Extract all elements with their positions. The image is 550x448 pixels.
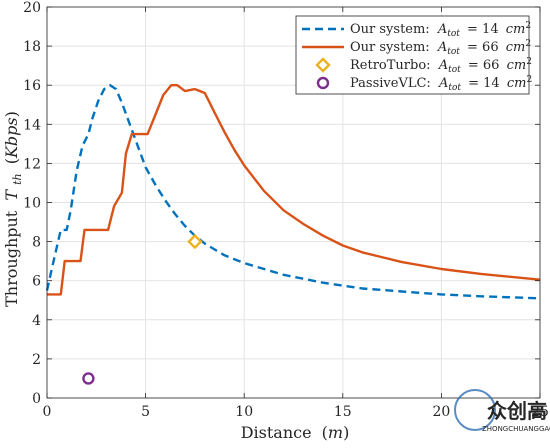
legend-series-1-math: A — [437, 40, 447, 55]
legend-label-series-1: Our system: Atot = 66 cm2 — [350, 39, 531, 58]
marker-point-1 — [82, 372, 95, 385]
marker-point-0 — [187, 233, 203, 250]
y-tick-label-0: 0 — [32, 391, 41, 407]
x-tick-label-2: 10 — [235, 404, 253, 420]
legend-series-1-eq: = 66 — [467, 40, 499, 55]
legend-marker-0-name: RetroTurbo: — [350, 58, 431, 73]
legend-marker-0-unit: cm — [507, 58, 527, 73]
legend-marker-1-name: PassiveVLC: — [350, 76, 431, 91]
y-axis-symbol: T — [2, 189, 21, 201]
y-axis-unit: Kbps — [2, 117, 21, 159]
y-tick-label-7: 14 — [23, 117, 41, 133]
legend-marker-1-math: A — [438, 76, 448, 91]
y-tick-label-6: 12 — [23, 156, 41, 172]
y-axis-paren-close: ) — [2, 111, 21, 117]
x-axis-unit: m — [328, 423, 343, 442]
y-tick-label-9: 18 — [23, 39, 41, 55]
legend-entry-marker-0: RetroTurbo: Atot = 66 cm2 — [315, 57, 532, 76]
legend-series-0-sub: tot — [447, 29, 460, 39]
legend-series-0-name: Our system: — [350, 22, 430, 37]
y-axis-symbol-sub: th — [11, 173, 24, 185]
legend-series-0-sup: 2 — [525, 21, 531, 31]
legend-label-marker-1: PassiveVLC: Atot = 14 cm2 — [350, 75, 532, 94]
marker-layer — [82, 233, 203, 385]
legend-series-1-name: Our system: — [350, 40, 430, 55]
y-tick-label-5: 10 — [23, 196, 41, 212]
watermark-subtext: ZHONGCHUANGGAO — [482, 425, 550, 433]
series-line-0 — [45, 84, 541, 300]
legend: Our system: Atot = 14 cm2 Our system: At… — [295, 15, 532, 95]
legend-series-0-math: A — [437, 22, 447, 37]
y-axis-label: Throughput T th (Kbps) — [2, 111, 25, 307]
y-tick-label-2: 4 — [32, 313, 41, 329]
legend-marker-1-unit: cm — [507, 76, 527, 91]
watermark-ring-icon — [454, 389, 496, 431]
legend-marker-0-eq: = 66 — [468, 58, 500, 73]
y-tick-label-3: 6 — [32, 274, 41, 290]
x-axis-paren-close: ) — [343, 423, 349, 442]
legend-series-1-unit: cm — [506, 40, 526, 55]
y-tick-label-8: 16 — [23, 78, 41, 94]
legend-entry-series-0: Our system: Atot = 14 cm2 — [302, 21, 531, 40]
watermark-text: 众创高 — [487, 399, 547, 423]
legend-marker-1-eq: = 14 — [468, 76, 500, 91]
legend-marker-0-math: A — [438, 58, 448, 73]
series-line-1 — [47, 84, 541, 296]
legend-marker-0-sub: tot — [448, 65, 461, 75]
x-axis-label: Distance (m) — [241, 423, 350, 442]
y-tick-label-4: 8 — [32, 235, 41, 251]
legend-marker-1-sup: 2 — [526, 75, 532, 85]
x-axis-paren-open: ( — [322, 423, 328, 442]
y-axis-label-text: Throughput — [2, 210, 21, 307]
watermark-logo: 众创高 ZHONGCHUANGGAO — [454, 389, 550, 433]
legend-series-1-sub: tot — [447, 47, 460, 57]
y-axis-paren-open: ( — [2, 158, 21, 164]
legend-series-0-eq: = 14 — [467, 22, 499, 37]
axes: 0 5 10 15 20 25 0 2 4 6 8 10 12 14 16 18 20 — [23, 0, 549, 420]
x-tick-label-5: 25 — [531, 404, 549, 420]
legend-entry-series-1: Our system: Atot = 66 cm2 — [302, 39, 531, 58]
legend-series-1-sup: 2 — [525, 39, 531, 49]
legend-swatch-diamond-icon — [315, 57, 331, 73]
legend-marker-1-sub: tot — [448, 83, 461, 93]
legend-entry-marker-1: PassiveVLC: Atot = 14 cm2 — [316, 75, 532, 94]
legend-series-0-unit: cm — [506, 22, 526, 37]
x-tick-label-4: 20 — [432, 404, 450, 420]
legend-label-marker-0: RetroTurbo: Atot = 66 cm2 — [350, 57, 532, 76]
x-tick-label-1: 5 — [141, 404, 150, 420]
x-tick-label-0: 0 — [43, 404, 52, 420]
series-layer — [45, 84, 541, 300]
legend-marker-0-sup: 2 — [526, 57, 532, 67]
y-tick-label-1: 2 — [32, 352, 41, 368]
legend-swatch-circle-icon — [316, 76, 330, 90]
x-tick-label-3: 15 — [334, 404, 352, 420]
x-axis-label-text: Distance — [241, 423, 312, 442]
y-tick-label-10: 20 — [23, 0, 41, 16]
legend-label-series-0: Our system: Atot = 14 cm2 — [350, 21, 531, 40]
